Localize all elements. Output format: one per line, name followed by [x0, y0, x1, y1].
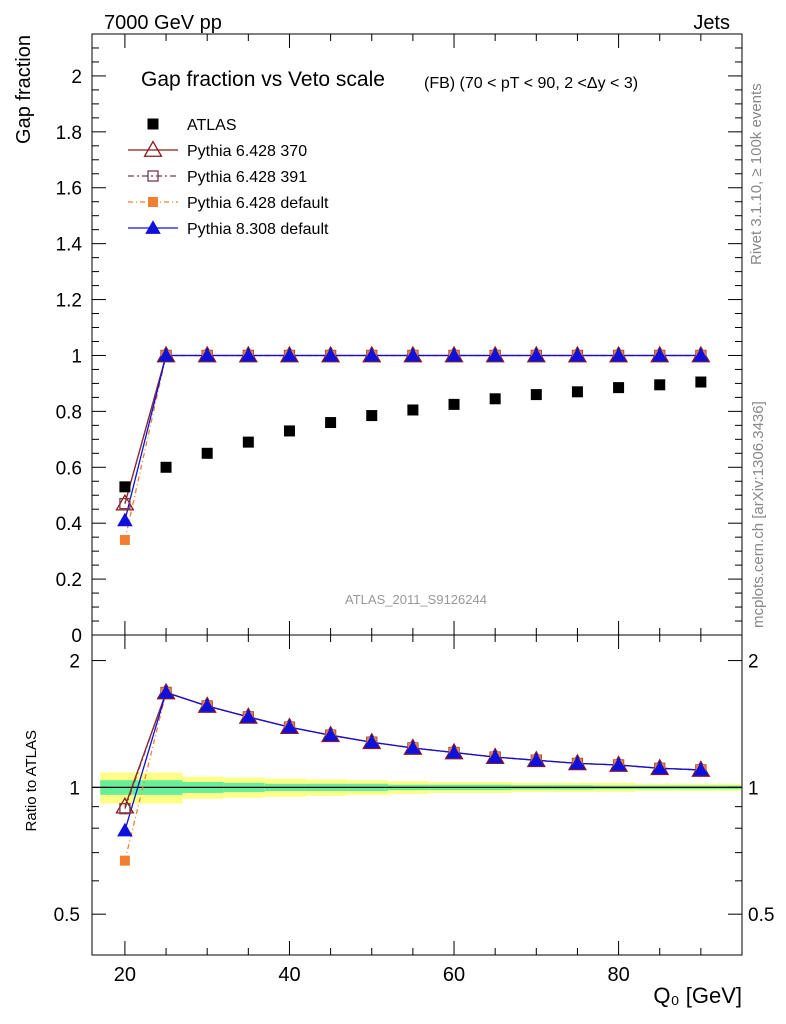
x-tick-label: 40	[278, 964, 300, 986]
ratio-point-pythia-8-308-default	[158, 684, 174, 699]
main-point-atlas	[242, 436, 254, 448]
header-right: Jets	[693, 12, 730, 34]
main-point-atlas	[366, 410, 378, 422]
main-point-pythia-8-308-default	[405, 347, 421, 362]
main-point-atlas	[654, 379, 666, 391]
main-point-atlas	[160, 461, 172, 473]
ratio-point-pythia-8-308-default	[322, 727, 339, 742]
ratio-y-tick-label-right: 0.5	[748, 905, 774, 926]
legend-marker-pythia-6-428-391	[147, 170, 159, 182]
main-series-line-pythia-6-428-370	[124, 354, 701, 504]
ratio-point-pythia-8-308-default	[199, 698, 215, 712]
main-point-atlas	[119, 481, 131, 493]
ratio-point-pythia-6-428-370	[115, 796, 135, 814]
rivet-label: Rivet 3.1.10, ≥ 100k events	[748, 83, 765, 265]
main-point-atlas	[283, 425, 295, 437]
chart-title: Gap fraction vs Veto scale	[141, 68, 385, 91]
main-point-pythia-8-308-default	[199, 347, 215, 362]
main-point-atlas	[407, 404, 419, 416]
y-tick-label: 1.8	[56, 123, 82, 144]
legend-label-pythia-8-308-default: Pythia 8.308 default	[187, 221, 329, 238]
y-tick-label: 1	[71, 346, 82, 367]
ratio-point-pythia-6-428-391	[119, 803, 131, 815]
legend-label-pythia-6-428-370: Pythia 6.428 370	[187, 143, 307, 160]
main-point-atlas	[530, 389, 542, 401]
y-tick-label: 1.4	[56, 235, 83, 256]
main-point-pythia-8-308-default	[158, 347, 174, 362]
chart-subtitle: (FB) (70 < pT < 90, 2 <Δy < 3)	[424, 75, 638, 92]
y-tick-label: 1.2	[56, 291, 82, 312]
x-axis-label: Q₀ [GeV]	[653, 983, 742, 1008]
y-tick-label: 1.6	[56, 179, 82, 200]
main-point-pythia-8-308-default	[528, 347, 545, 362]
main-point-pythia-6-428-370	[115, 493, 135, 511]
ratio-point-pythia-8-308-default	[117, 822, 133, 837]
ratio-plot-frame	[91, 634, 743, 956]
main-series-line-pythia-6-428-391	[124, 354, 701, 504]
main-point-atlas	[325, 417, 337, 429]
legend-marker-pythia-6-428-370	[143, 140, 163, 157]
main-point-pythia-8-308-default	[693, 347, 709, 362]
ratio-point-pythia-8-308-default	[363, 734, 380, 749]
ratio-y-tick-label-right: 1	[748, 778, 759, 799]
main-point-atlas	[489, 393, 501, 405]
legend-label-pythia-6-428-391: Pythia 6.428 391	[187, 169, 307, 186]
ratio-y-tick-label: 0.5	[54, 905, 80, 926]
mcplots-label: mcplots.cern.ch [arXiv:1306.3436]	[750, 401, 767, 628]
y-tick-label: 2	[71, 67, 82, 88]
y-axis-label-ratio: Ratio to ATLAS	[23, 730, 40, 831]
ratio-y-tick-label: 1	[69, 778, 80, 799]
ratio-point-pythia-8-308-default	[281, 719, 298, 733]
legend-label-pythia-6-428-default: Pythia 6.428 default	[187, 195, 329, 212]
main-point-pythia-8-308-default	[363, 347, 380, 362]
main-point-pythia-8-308-default	[487, 347, 503, 362]
ratio-point-pythia-8-308-default	[569, 755, 586, 770]
y-tick-label: 0.6	[56, 458, 82, 479]
ratio-point-pythia-8-308-default	[405, 740, 421, 754]
main-point-pythia-8-308-default	[322, 347, 339, 362]
main-point-atlas	[448, 398, 460, 410]
main-point-pythia-8-308-default	[610, 347, 627, 362]
main-point-pythia-6-428-default	[119, 534, 130, 545]
main-point-pythia-6-428-391	[119, 497, 131, 510]
ratio-point-pythia-8-308-default	[610, 757, 627, 771]
legend-marker-pythia-8-308-default	[145, 220, 161, 234]
main-series-line-pythia-8-308-default	[124, 354, 701, 521]
main-point-pythia-8-308-default	[240, 347, 257, 362]
main-point-atlas	[571, 386, 583, 398]
main-point-pythia-8-308-default	[569, 347, 586, 362]
main-point-atlas	[613, 382, 625, 394]
y-axis-label-main: Gap fraction	[13, 35, 35, 144]
ratio-y-tick-label: 2	[69, 652, 80, 673]
ratio-point-pythia-6-428-default	[119, 855, 130, 866]
ratio-point-pythia-8-308-default	[528, 752, 545, 767]
y-tick-label: 0.8	[56, 402, 82, 423]
legend-marker-pythia-6-428-default	[148, 197, 158, 207]
x-tick-label: 80	[607, 964, 629, 986]
watermark: ATLAS_2011_S9126244	[345, 592, 487, 607]
y-tick-label: 0.4	[56, 514, 83, 535]
ratio-point-pythia-8-308-default	[651, 760, 668, 775]
legend-marker-atlas	[147, 118, 159, 130]
ratio-point-pythia-8-308-default	[487, 749, 503, 763]
ratio-y-tick-label-right: 2	[748, 652, 759, 673]
main-point-atlas	[695, 376, 707, 388]
ratio-point-pythia-8-308-default	[446, 744, 462, 759]
ratio-series-line-pythia-6-428-default	[124, 691, 701, 861]
x-tick-label: 60	[443, 964, 465, 986]
ratio-point-pythia-8-308-default	[240, 709, 257, 723]
ratio-point-pythia-8-308-default	[693, 762, 709, 776]
main-point-pythia-8-308-default	[281, 347, 298, 362]
main-point-pythia-8-308-default	[117, 512, 133, 527]
main-point-atlas	[201, 447, 213, 459]
x-tick-label: 20	[114, 964, 136, 986]
main-point-pythia-8-308-default	[446, 347, 462, 362]
legend-label-atlas: ATLAS	[187, 117, 237, 134]
main-point-pythia-8-308-default	[651, 347, 668, 362]
y-tick-label: 0	[71, 626, 82, 647]
y-tick-label: 0.2	[56, 570, 82, 591]
header-left: 7000 GeV pp	[104, 12, 222, 34]
